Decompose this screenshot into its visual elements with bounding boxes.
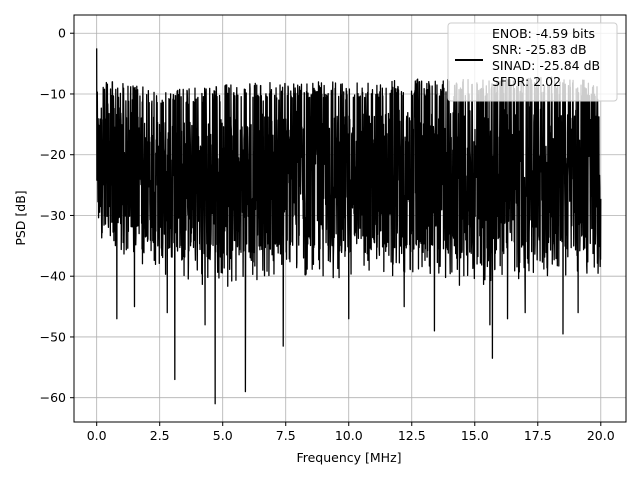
y-axis-ticks: 0 −10 −20 −30 −40 −50 −60 xyxy=(40,26,74,405)
y-tick-label: −40 xyxy=(40,269,66,284)
x-tick-label: 2.5 xyxy=(150,428,170,443)
x-tick-label: 5.0 xyxy=(213,428,233,443)
y-tick-label: −60 xyxy=(40,390,66,405)
legend-entry-sfdr: SFDR: 2.02 xyxy=(492,74,561,89)
y-tick-label: −30 xyxy=(40,208,66,223)
y-tick-label: 0 xyxy=(58,26,66,41)
x-axis-label: Frequency [MHz] xyxy=(296,450,401,465)
legend-entry-snr: SNR: -25.83 dB xyxy=(492,42,587,57)
y-axis-label: PSD [dB] xyxy=(13,190,28,245)
legend-entry-sinad: SINAD: -25.84 dB xyxy=(492,58,600,73)
legend-entry-enob: ENOB: -4.59 bits xyxy=(492,26,595,41)
x-tick-label: 0.0 xyxy=(87,428,107,443)
legend: ENOB: -4.59 bits SNR: -25.83 dB SINAD: -… xyxy=(447,22,618,102)
x-axis-ticks: 0.0 2.5 5.0 7.5 10.0 12.5 15.0 17.5 20.0 xyxy=(87,422,615,443)
y-tick-label: −50 xyxy=(40,329,66,344)
x-tick-label: 10.0 xyxy=(335,428,363,443)
y-tick-label: −20 xyxy=(40,147,66,162)
axes-frame xyxy=(73,14,627,423)
x-tick-label: 12.5 xyxy=(398,428,426,443)
legend-box xyxy=(447,22,618,102)
x-tick-label: 17.5 xyxy=(524,428,552,443)
x-tick-label: 15.0 xyxy=(461,428,489,443)
x-tick-label: 20.0 xyxy=(587,428,615,443)
y-tick-label: −10 xyxy=(40,86,66,101)
x-tick-label: 7.5 xyxy=(276,428,296,443)
